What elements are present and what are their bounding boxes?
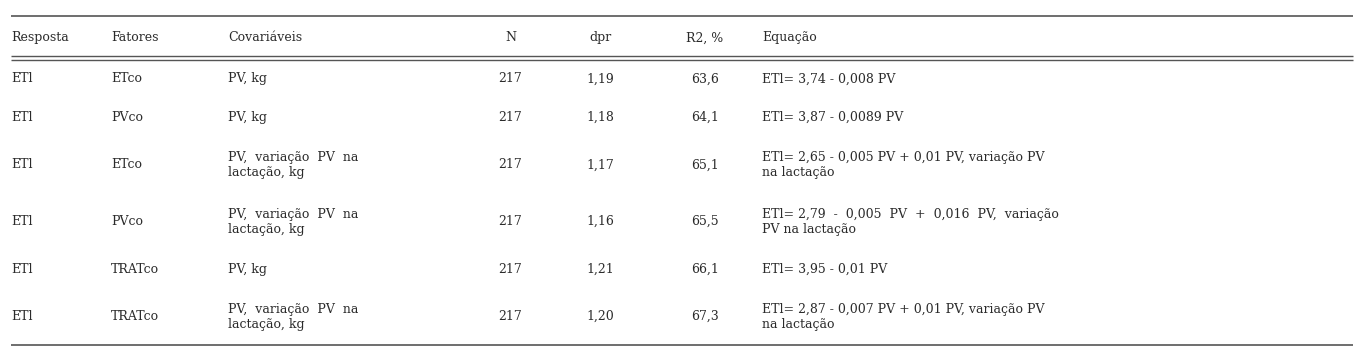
Text: 1,18: 1,18: [587, 111, 614, 124]
Text: Fatores: Fatores: [111, 32, 159, 44]
Text: lactação, kg: lactação, kg: [228, 223, 305, 235]
Text: 1,20: 1,20: [587, 310, 614, 323]
Text: 1,21: 1,21: [587, 263, 614, 276]
Text: ETco: ETco: [111, 73, 142, 85]
Text: 217: 217: [499, 215, 522, 228]
Text: 1,16: 1,16: [587, 215, 614, 228]
Text: TRATco: TRATco: [111, 310, 159, 323]
Text: ETl= 2,79  -  0,005  PV  +  0,016  PV,  variação: ETl= 2,79 - 0,005 PV + 0,016 PV, variaçã…: [762, 208, 1059, 221]
Text: R2, %: R2, %: [686, 32, 724, 44]
Text: 217: 217: [499, 158, 522, 171]
Text: 66,1: 66,1: [692, 263, 719, 276]
Text: PV na lactação: PV na lactação: [762, 223, 856, 235]
Text: ETl: ETl: [11, 263, 33, 276]
Text: PV, kg: PV, kg: [228, 263, 267, 276]
Text: PVco: PVco: [111, 111, 144, 124]
Text: ETl= 2,65 - 0,005 PV + 0,01 PV, variação PV: ETl= 2,65 - 0,005 PV + 0,01 PV, variação…: [762, 151, 1044, 164]
Text: 67,3: 67,3: [692, 310, 719, 323]
Text: 1,19: 1,19: [587, 73, 614, 85]
Text: 63,6: 63,6: [692, 73, 719, 85]
Text: ETl: ETl: [11, 215, 33, 228]
Text: 65,1: 65,1: [692, 158, 719, 171]
Text: Covariáveis: Covariáveis: [228, 32, 302, 44]
Text: na lactação: na lactação: [762, 166, 834, 179]
Text: PV, kg: PV, kg: [228, 111, 267, 124]
Text: 217: 217: [499, 73, 522, 85]
Text: lactação, kg: lactação, kg: [228, 166, 305, 179]
Text: 217: 217: [499, 310, 522, 323]
Text: ETl: ETl: [11, 111, 33, 124]
Text: 217: 217: [499, 111, 522, 124]
Text: 64,1: 64,1: [692, 111, 719, 124]
Text: Equação: Equação: [762, 32, 816, 44]
Text: PVco: PVco: [111, 215, 144, 228]
Text: 65,5: 65,5: [692, 215, 719, 228]
Text: PV,  variação  PV  na: PV, variação PV na: [228, 303, 358, 316]
Text: ETl: ETl: [11, 158, 33, 171]
Text: 217: 217: [499, 263, 522, 276]
Text: lactação, kg: lactação, kg: [228, 318, 305, 331]
Text: PV,  variação  PV  na: PV, variação PV na: [228, 208, 358, 221]
Text: 1,17: 1,17: [587, 158, 614, 171]
Text: Resposta: Resposta: [11, 32, 69, 44]
Text: dpr: dpr: [590, 32, 612, 44]
Text: PV, kg: PV, kg: [228, 73, 267, 85]
Text: PV,  variação  PV  na: PV, variação PV na: [228, 151, 358, 164]
Text: na lactação: na lactação: [762, 318, 834, 331]
Text: ETl= 3,95 - 0,01 PV: ETl= 3,95 - 0,01 PV: [762, 263, 887, 276]
Text: ETl= 2,87 - 0,007 PV + 0,01 PV, variação PV: ETl= 2,87 - 0,007 PV + 0,01 PV, variação…: [762, 303, 1044, 316]
Text: ETco: ETco: [111, 158, 142, 171]
Text: ETl= 3,87 - 0,0089 PV: ETl= 3,87 - 0,0089 PV: [762, 111, 903, 124]
Text: ETl: ETl: [11, 73, 33, 85]
Text: TRATco: TRATco: [111, 263, 159, 276]
Text: N: N: [504, 32, 517, 44]
Text: ETl: ETl: [11, 310, 33, 323]
Text: ETl= 3,74 - 0,008 PV: ETl= 3,74 - 0,008 PV: [762, 73, 895, 85]
